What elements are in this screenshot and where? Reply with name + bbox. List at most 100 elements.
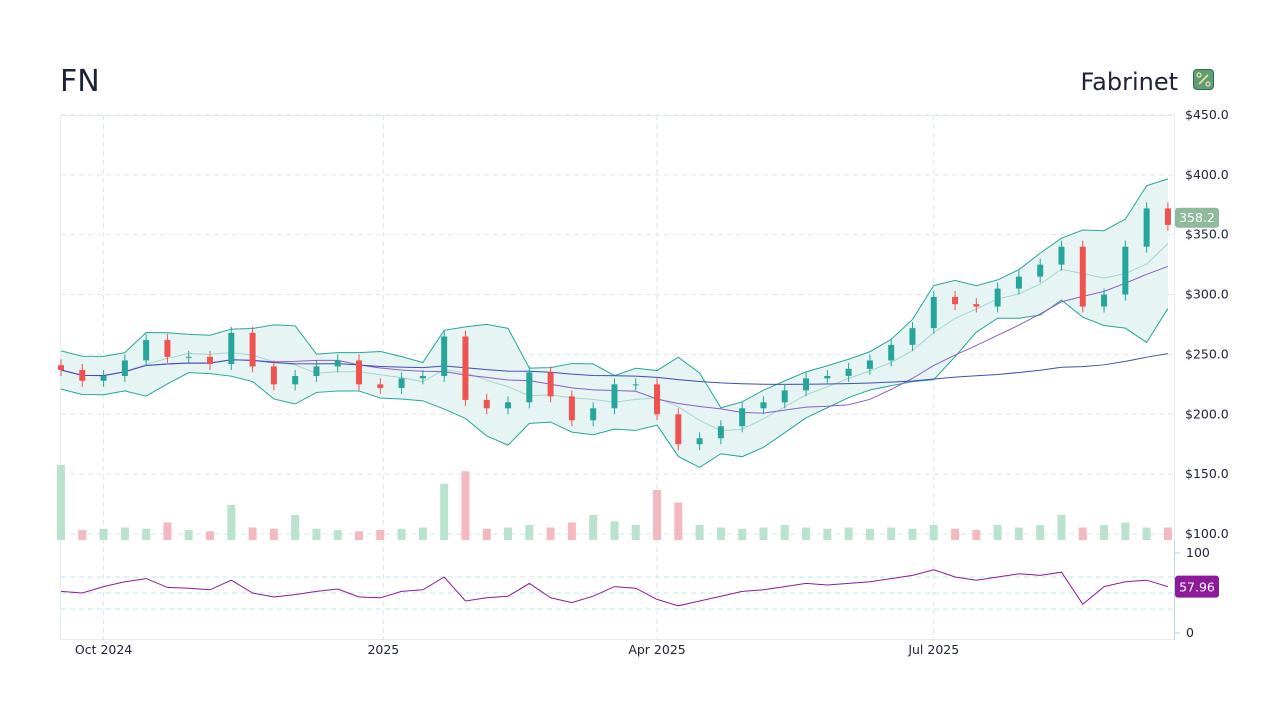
- candlestick: [1122, 246, 1129, 295]
- candlestick: [228, 332, 235, 365]
- candlestick: [654, 384, 661, 415]
- rsi-line: [60, 569, 1169, 607]
- volume-bar: [844, 527, 853, 540]
- candlestick: [249, 332, 256, 367]
- price-tick-label: $350.0: [1185, 227, 1229, 242]
- candlestick: [803, 378, 810, 391]
- volume-bar: [376, 530, 385, 540]
- candlestick: [1079, 246, 1086, 307]
- volume-bar: [142, 528, 151, 540]
- volume-bar: [1163, 527, 1172, 540]
- candlestick: [419, 375, 426, 379]
- candlestick: [952, 296, 959, 305]
- candlestick: [270, 366, 277, 385]
- candlestick: [845, 368, 852, 376]
- volume-bar: [269, 528, 278, 540]
- candlestick: [462, 336, 469, 400]
- volume-bar: [120, 527, 129, 540]
- candlestick: [909, 328, 916, 345]
- candlestick: [1037, 264, 1044, 277]
- volume-bar: [802, 527, 811, 540]
- price-tick-label: $450.0: [1185, 107, 1229, 122]
- volume-bar: [1014, 527, 1023, 540]
- volume-bar: [312, 528, 321, 540]
- volume-bar: [1036, 525, 1045, 540]
- volume-bar: [333, 530, 342, 540]
- candlestick: [334, 360, 341, 367]
- volume-bar: [1121, 522, 1130, 540]
- volume-bar: [695, 525, 704, 540]
- volume-bar: [525, 525, 534, 540]
- candlestick: [590, 408, 597, 421]
- candlestick: [1101, 294, 1108, 307]
- volume-bar: [780, 525, 789, 540]
- volume-bar: [461, 471, 470, 540]
- volume-bar: [355, 531, 364, 540]
- candlestick: [760, 402, 767, 409]
- volume-bar: [951, 528, 960, 540]
- rsi-value-badge: [1175, 575, 1219, 598]
- volume-bar: [163, 522, 172, 540]
- candlestick: [79, 369, 86, 381]
- volume-bar: [567, 522, 576, 540]
- volume-bar: [738, 528, 747, 540]
- volume-bar: [1142, 527, 1151, 540]
- candlestick: [292, 375, 299, 385]
- last-price-badge: [1175, 207, 1219, 228]
- candlestick: [611, 384, 618, 409]
- time-tick-label: 2025: [367, 642, 399, 657]
- candlestick: [1015, 276, 1022, 289]
- ticker-symbol: FN: [60, 64, 100, 99]
- candlestick: [100, 375, 107, 381]
- candlestick: [824, 375, 831, 379]
- volume-bar: [929, 525, 938, 540]
- candlestick: [781, 390, 788, 403]
- bollinger-lower-line: [60, 299, 1169, 468]
- candlestick: [632, 384, 639, 386]
- volume-bar: [674, 502, 683, 540]
- volume-bar: [1078, 527, 1087, 540]
- price-tick-label: $150.0: [1185, 466, 1229, 481]
- candlestick: [888, 344, 895, 361]
- volume-bar: [57, 465, 65, 540]
- volume-bar: [589, 515, 598, 540]
- price-tick-label: $400.0: [1185, 167, 1229, 182]
- candlestick: [377, 384, 384, 388]
- volume-bar: [291, 515, 300, 540]
- volume-bar: [823, 528, 832, 540]
- candlestick: [739, 408, 746, 427]
- candlestick: [866, 360, 873, 369]
- candlestick: [1164, 208, 1171, 225]
- rsi-value-label: 57.96: [1179, 580, 1215, 595]
- rsi-tick-label: 100: [1186, 545, 1210, 560]
- candlestick: [1058, 246, 1065, 265]
- volume-bar: [908, 528, 917, 540]
- candlestick: [526, 372, 533, 403]
- volume-bar: [716, 527, 725, 540]
- last-price-label: 358.2: [1179, 210, 1215, 225]
- candlestick: [505, 402, 512, 409]
- candlestick: [185, 356, 192, 358]
- volume-bar: [248, 527, 257, 540]
- volume-bar: [1057, 515, 1066, 540]
- volume-bar: [972, 530, 981, 540]
- rsi-tick-label: 0: [1186, 625, 1194, 640]
- volume-bar: [184, 530, 193, 540]
- candlestick: [441, 336, 448, 376]
- candlestick: [717, 426, 724, 439]
- volume-bar: [418, 527, 427, 540]
- volume-bar: [546, 527, 555, 540]
- volume-bar: [865, 528, 874, 540]
- candlestick: [483, 399, 490, 409]
- candlestick: [313, 366, 320, 376]
- company-name: Fabrinet: [1080, 68, 1178, 96]
- bollinger-band-fill: [61, 178, 1168, 468]
- chart-frame: [60, 115, 1175, 640]
- candlestick: [930, 296, 937, 329]
- volume-bar: [440, 483, 449, 540]
- candlestick: [207, 356, 214, 365]
- volume-bar: [78, 530, 87, 540]
- price-tick-label: $100.0: [1185, 526, 1229, 541]
- volume-bar: [227, 505, 236, 540]
